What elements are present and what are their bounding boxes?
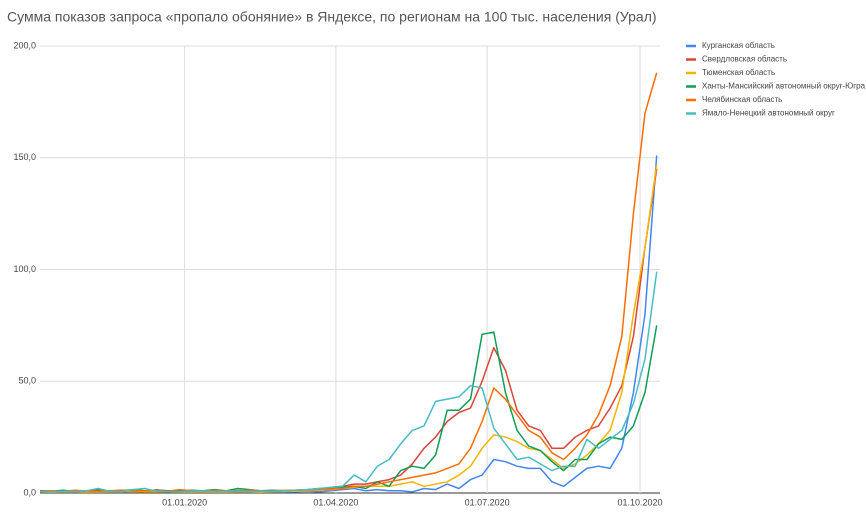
legend-label: Курганская область — [702, 41, 775, 50]
x-tick-label: 01.10.2020 — [618, 497, 663, 507]
x-tick-label: 01.07.2020 — [465, 497, 510, 507]
legend-label: Ханты-Мансийский автономный округ-Югра — [702, 82, 866, 91]
series-line — [39, 155, 658, 494]
legend-label: Ямало-Ненецкий автономный округ — [702, 109, 835, 118]
series-line — [39, 271, 658, 493]
legend-label: Челябинская область — [702, 95, 782, 104]
x-tick-label: 01.04.2020 — [313, 497, 358, 507]
series-line — [39, 168, 658, 493]
series-line — [39, 72, 658, 493]
chart-title: Сумма показов запроса «пропало обоняние»… — [7, 9, 657, 25]
y-tick-label: 200,0 — [13, 40, 36, 50]
y-tick-label: 100,0 — [13, 264, 36, 274]
x-tick-label: 01.01.2020 — [162, 497, 207, 507]
y-tick-label: 50,0 — [18, 376, 36, 386]
legend-label: Свердловская область — [702, 55, 787, 64]
y-tick-label: 150,0 — [13, 152, 36, 162]
series-line — [39, 164, 658, 493]
legend-label: Тюменская область — [702, 68, 775, 77]
y-tick-label: 0,0 — [23, 487, 36, 497]
